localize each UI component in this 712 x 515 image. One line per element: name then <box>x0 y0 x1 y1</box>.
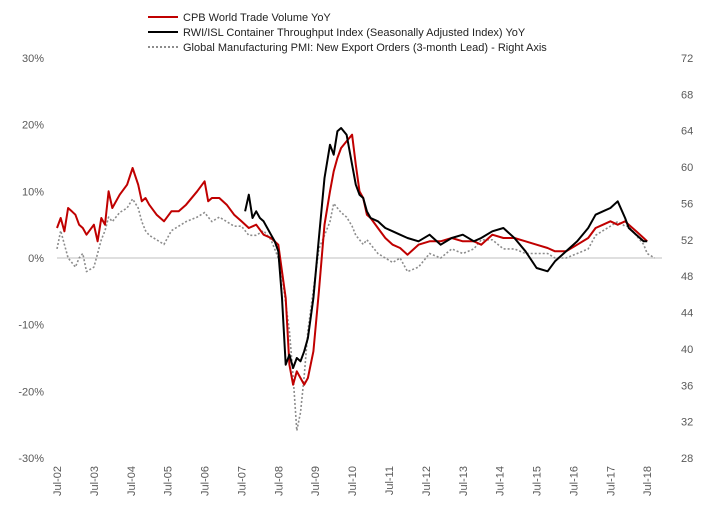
x-axis: Jul-02 Jul-03 Jul-04 Jul-05 Jul-06 Jul-07 Jul-… <box>52 466 654 496</box>
legend: CPB World Trade Volume YoY RWI/ISL Conta… <box>148 12 547 54</box>
x-axis-tick-label: Jul-08 <box>273 466 285 496</box>
x-axis-tick-label: Jul-12 <box>421 466 433 496</box>
right-axis-tick-label: 48 <box>681 271 693 283</box>
series-line-rwi <box>244 127 648 369</box>
left-axis: -30% -20% -10% 0% 10% 20% 30% <box>18 53 44 465</box>
legend-label-pmi: Global Manufacturing PMI: New Export Ord… <box>183 42 547 54</box>
x-axis-tick-label: Jul-17 <box>605 466 617 496</box>
x-axis-tick-label: Jul-10 <box>347 466 359 496</box>
left-axis-tick-label: -30% <box>18 453 44 465</box>
right-axis-tick-label: 28 <box>681 453 693 465</box>
right-axis-tick-label: 60 <box>681 162 693 174</box>
left-axis-tick-label: 20% <box>22 120 44 132</box>
plot-area <box>56 127 656 432</box>
left-axis-tick-label: -20% <box>18 386 44 398</box>
legend-label-cpb: CPB World Trade Volume YoY <box>183 12 331 24</box>
right-axis-tick-label: 68 <box>681 89 693 101</box>
right-axis-tick-label: 72 <box>681 53 693 65</box>
x-axis-tick-label: Jul-05 <box>163 466 175 496</box>
x-axis-tick-label: Jul-15 <box>532 466 544 496</box>
left-axis-tick-label: 10% <box>22 186 44 198</box>
right-axis-tick-label: 52 <box>681 235 693 247</box>
legend-label-rwi: RWI/ISL Container Throughput Index (Seas… <box>183 27 526 39</box>
right-axis-tick-label: 36 <box>681 380 693 392</box>
series-line-pmi <box>56 198 656 432</box>
x-axis-tick-label: Jul-14 <box>495 466 507 496</box>
right-axis-tick-label: 44 <box>681 308 693 320</box>
x-axis-tick-label: Jul-03 <box>89 466 101 496</box>
x-axis-tick-label: Jul-11 <box>384 466 396 495</box>
right-axis-tick-label: 64 <box>681 126 693 138</box>
right-axis-tick-label: 56 <box>681 198 693 210</box>
right-axis-tick-label: 32 <box>681 417 693 429</box>
x-axis-tick-label: Jul-04 <box>126 466 138 496</box>
left-axis-tick-label: 30% <box>22 53 44 65</box>
x-axis-tick-label: Jul-16 <box>568 466 580 496</box>
left-axis-tick-label: -10% <box>18 320 44 332</box>
left-axis-tick-label: 0% <box>28 253 44 265</box>
x-axis-tick-label: Jul-06 <box>200 466 212 496</box>
x-axis-tick-label: Jul-13 <box>458 466 470 496</box>
x-axis-tick-label: Jul-07 <box>236 466 248 496</box>
right-axis: 28 32 36 40 44 48 52 56 60 64 68 72 <box>681 53 693 465</box>
series-line-cpb <box>56 133 648 386</box>
right-axis-tick-label: 40 <box>681 344 693 356</box>
x-axis-tick-label: Jul-02 <box>52 466 64 496</box>
x-axis-tick-label: Jul-18 <box>642 466 654 496</box>
x-axis-tick-label: Jul-09 <box>310 466 322 496</box>
